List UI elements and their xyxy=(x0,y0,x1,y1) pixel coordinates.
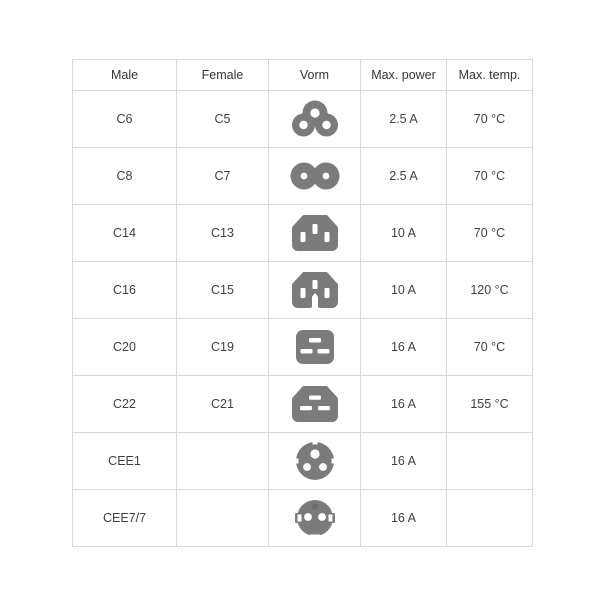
cell-female: C7 xyxy=(176,147,269,205)
cell-max-temp: 70 °C xyxy=(446,318,533,376)
column-header-female: Female xyxy=(176,59,269,91)
cell-max-power: 10 A xyxy=(360,204,447,262)
cell-female xyxy=(176,489,269,547)
cell-female: C21 xyxy=(176,375,269,433)
cell-max-power: 16 A xyxy=(360,432,447,490)
cell-male: C22 xyxy=(72,375,177,433)
cell-shape xyxy=(268,375,361,433)
table-row: CEE7/7 xyxy=(72,489,533,547)
cee1-round-connector-icon xyxy=(293,440,336,480)
table-header: Male Female Vorm Max. power Max. temp. xyxy=(72,59,533,91)
cell-male: CEE7/7 xyxy=(72,489,177,547)
c16-iec-notched-connector-icon xyxy=(291,272,339,308)
cell-shape xyxy=(268,261,361,319)
column-header-male: Male xyxy=(72,59,177,91)
cell-max-power: 2.5 A xyxy=(360,147,447,205)
column-header-vorm: Vorm xyxy=(268,59,361,91)
cell-shape xyxy=(268,318,361,376)
cell-max-temp xyxy=(446,432,533,490)
c6-cloverleaf-connector-icon xyxy=(291,100,338,137)
cell-shape xyxy=(268,432,361,490)
cell-max-power: 10 A xyxy=(360,261,447,319)
cell-max-temp: 70 °C xyxy=(446,204,533,262)
cell-shape xyxy=(268,489,361,547)
cell-max-temp: 70 °C xyxy=(446,90,533,148)
cell-male: C14 xyxy=(72,204,177,262)
table-row: C14 C13 10 A 70 °C xyxy=(72,204,533,262)
cell-female: C19 xyxy=(176,318,269,376)
connector-spec-table-wrapper: Male Female Vorm Max. power Max. temp. C… xyxy=(72,59,533,547)
table-body: C6 C5 xyxy=(72,90,533,547)
cell-max-power: 16 A xyxy=(360,375,447,433)
c14-iec-connector-icon xyxy=(291,215,339,251)
table-row: C16 C15 10 A 120 °C xyxy=(72,261,533,319)
cell-female: C15 xyxy=(176,261,269,319)
cell-male: CEE1 xyxy=(72,432,177,490)
cell-shape xyxy=(268,90,361,148)
cee77-schuko-connector-icon xyxy=(293,500,337,539)
cell-max-power: 16 A xyxy=(360,318,447,376)
cell-male: C8 xyxy=(72,147,177,205)
cell-female xyxy=(176,432,269,490)
c8-figure-eight-connector-icon xyxy=(290,162,340,190)
cell-max-power: 16 A xyxy=(360,489,447,547)
table-row: C6 C5 xyxy=(72,90,533,148)
cell-female: C5 xyxy=(176,90,269,148)
cell-max-temp: 155 °C xyxy=(446,375,533,433)
cell-female: C13 xyxy=(176,204,269,262)
cell-shape xyxy=(268,147,361,205)
cell-max-power: 2.5 A xyxy=(360,90,447,148)
cell-male: C20 xyxy=(72,318,177,376)
table-row: CEE1 xyxy=(72,432,533,490)
cell-shape xyxy=(268,204,361,262)
cell-max-temp: 120 °C xyxy=(446,261,533,319)
cell-max-temp xyxy=(446,489,533,547)
table-row: C8 C7 xyxy=(72,147,533,205)
table-row: C22 C21 16 A 155 °C xyxy=(72,375,533,433)
column-header-max-power: Max. power xyxy=(360,59,447,91)
cell-max-temp: 70 °C xyxy=(446,147,533,205)
column-header-max-temp: Max. temp. xyxy=(446,59,533,91)
cell-male: C6 xyxy=(72,90,177,148)
cell-male: C16 xyxy=(72,261,177,319)
connector-spec-table: Male Female Vorm Max. power Max. temp. C… xyxy=(72,59,533,547)
c22-hex-connector-icon xyxy=(291,386,339,422)
header-row: Male Female Vorm Max. power Max. temp. xyxy=(72,59,533,91)
c20-rect-connector-icon xyxy=(293,330,337,364)
table-row: C20 C19 16 A 70 °C xyxy=(72,318,533,376)
